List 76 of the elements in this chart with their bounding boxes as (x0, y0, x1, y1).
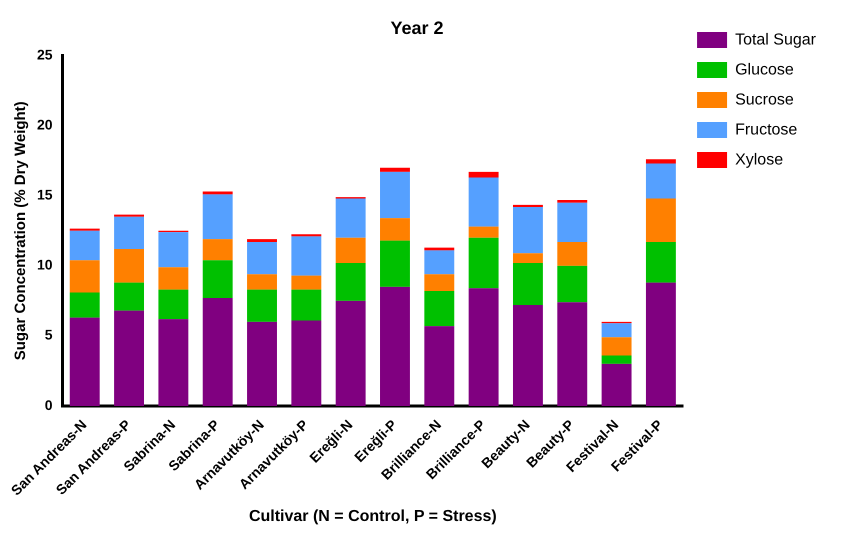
legend-label: Xylose (735, 151, 784, 168)
chart-title: Year 2 (390, 18, 444, 38)
bar (602, 364, 632, 406)
bar (158, 267, 188, 290)
bar (468, 238, 499, 288)
y-tick-label: 0 (44, 396, 53, 413)
bar (646, 164, 676, 199)
bar (202, 260, 233, 298)
bar (602, 337, 632, 356)
bar (158, 319, 188, 406)
legend-label: Sucrose (735, 91, 794, 108)
bar (202, 194, 233, 240)
bar (512, 206, 543, 254)
bar (336, 300, 366, 406)
bar (247, 242, 277, 274)
bar (602, 323, 632, 338)
bar (202, 239, 233, 260)
bar (424, 291, 454, 326)
bar (468, 178, 499, 227)
bar (380, 286, 410, 406)
bar (114, 248, 144, 283)
bar (468, 172, 499, 178)
bar (114, 216, 144, 249)
legend-label: Glucose (735, 61, 794, 78)
bar (380, 218, 410, 241)
bar (380, 168, 410, 172)
bar (512, 263, 543, 306)
bar (424, 248, 454, 250)
bar (291, 290, 322, 320)
y-tick-label: 20 (36, 116, 53, 133)
bar (557, 266, 588, 302)
legend-label: Fructose (735, 121, 798, 138)
bar (291, 236, 322, 276)
bar (646, 198, 676, 242)
bar (158, 290, 188, 320)
bar (512, 253, 543, 264)
bar (424, 274, 454, 292)
y-tick-label: 10 (36, 256, 53, 273)
bar (70, 230, 100, 260)
bar (468, 288, 499, 406)
bar (247, 290, 277, 322)
bar (557, 302, 588, 406)
legend-label: Total Sugar (735, 31, 817, 48)
bar (424, 326, 454, 406)
bar (247, 274, 277, 290)
bar (557, 202, 588, 242)
bar (646, 159, 676, 164)
bar (70, 318, 100, 406)
bar (158, 232, 188, 268)
y-tick-label: 5 (44, 326, 53, 343)
bar (512, 305, 543, 406)
bar (202, 298, 233, 406)
bar (557, 242, 588, 266)
bar (646, 282, 676, 406)
bar (646, 242, 676, 283)
bar (424, 250, 454, 274)
bar (247, 322, 277, 406)
bar (70, 292, 100, 318)
x-axis-title: Cultivar (N = Control, P = Stress) (248, 508, 497, 525)
bar (247, 239, 277, 242)
bar (114, 282, 144, 311)
bar (380, 172, 410, 218)
bar (336, 198, 366, 238)
y-axis-title: Sugar Concentration (% Dry Weight) (12, 101, 30, 360)
y-tick-label: 25 (36, 46, 53, 62)
bar (114, 310, 144, 406)
bar (380, 240, 410, 287)
bar (336, 238, 366, 264)
bar (291, 276, 322, 290)
y-tick-label: 15 (36, 186, 53, 203)
bar (70, 260, 100, 292)
bar (336, 263, 366, 301)
bar (291, 320, 322, 406)
bar (468, 226, 499, 238)
bar (202, 192, 233, 194)
bar (602, 356, 632, 364)
